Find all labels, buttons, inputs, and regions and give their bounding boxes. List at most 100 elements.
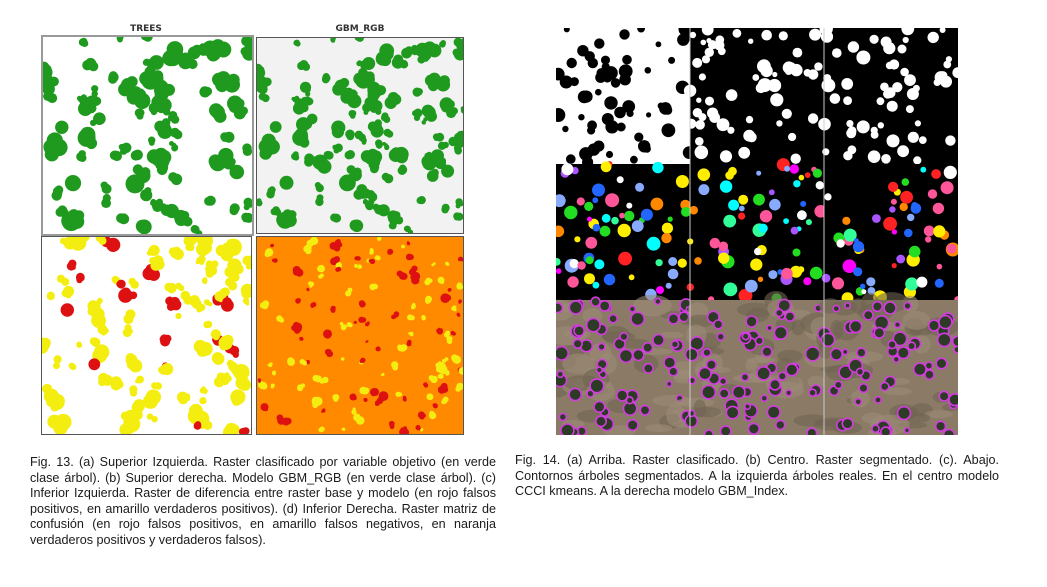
ground-texture xyxy=(659,331,684,339)
tree-crown xyxy=(345,129,355,141)
tree-crown xyxy=(416,196,426,205)
tree-crown xyxy=(432,132,445,142)
tree-class-pixel xyxy=(661,123,676,138)
segment xyxy=(853,267,863,277)
tree-class-pixel xyxy=(902,36,909,44)
confusion-patch xyxy=(374,255,381,261)
tree-crown xyxy=(356,184,372,199)
tree-crown xyxy=(339,174,356,192)
tree-class-pixel xyxy=(748,38,754,44)
tree-class-pixel xyxy=(867,150,881,163)
segment xyxy=(753,193,765,206)
tree-contour xyxy=(716,332,725,342)
difference-patch xyxy=(123,309,136,325)
tree-crown xyxy=(354,38,364,42)
confusion-patch xyxy=(445,261,450,266)
segment xyxy=(890,198,897,205)
segment xyxy=(872,214,881,223)
confusion-patch xyxy=(282,417,292,426)
tree-class-pixel xyxy=(701,55,711,64)
segment xyxy=(650,197,664,211)
segment xyxy=(592,183,605,197)
tree-class-pixel xyxy=(701,28,714,36)
difference-patch xyxy=(116,279,126,289)
confusion-patch xyxy=(411,302,416,310)
tree-class-pixel xyxy=(643,145,651,153)
confusion-patch xyxy=(317,264,325,273)
tree-class-pixel xyxy=(698,73,706,81)
difference-patch xyxy=(245,260,251,270)
tree-crown xyxy=(340,86,354,104)
segment xyxy=(936,263,943,270)
confusion-patch xyxy=(353,320,357,324)
tree-crown xyxy=(388,220,397,230)
difference-patch xyxy=(183,237,199,247)
fig13-caption: Fig. 13. (a) Superior Izquierda. Raster … xyxy=(30,455,496,547)
tree-class-pixel xyxy=(823,74,832,83)
tree-contour xyxy=(718,387,730,399)
tree-class-pixel xyxy=(821,78,836,93)
segment xyxy=(757,276,764,282)
segment xyxy=(888,181,899,192)
tree-crown xyxy=(375,139,383,149)
tree-contour xyxy=(829,347,844,361)
tree-class-pixel xyxy=(602,72,613,83)
difference-patch xyxy=(164,282,177,294)
tree-class-pixel xyxy=(897,44,907,54)
confusion-patch xyxy=(349,393,357,401)
tree-class-pixel xyxy=(790,153,801,164)
confusion-patch xyxy=(318,426,325,433)
tree-crown xyxy=(169,141,179,152)
tree-class-pixel xyxy=(655,41,662,48)
tree-crown xyxy=(455,198,463,209)
segment xyxy=(920,166,927,173)
tree-crown xyxy=(222,156,245,180)
tree-contour xyxy=(948,393,958,407)
difference-patch xyxy=(205,260,219,274)
confusion-patch xyxy=(424,277,433,286)
confusion-patch xyxy=(363,397,368,402)
tree-class-pixel xyxy=(869,34,879,44)
confusion-patch xyxy=(270,243,274,248)
tree-crown xyxy=(426,168,439,182)
tree-class-pixel xyxy=(686,118,697,129)
panel-a-trees-raster xyxy=(41,35,254,236)
tree-contour xyxy=(590,296,601,308)
tree-crown xyxy=(258,92,270,103)
tree-crown xyxy=(412,108,423,121)
tree-crown xyxy=(134,108,145,120)
segment xyxy=(619,212,625,219)
tree-contour xyxy=(626,419,639,432)
tree-contour xyxy=(832,304,841,313)
tree-crown xyxy=(331,120,346,139)
tree-class-pixel xyxy=(952,67,958,79)
tree-crown xyxy=(229,203,240,216)
segment xyxy=(923,225,935,237)
tree-crown xyxy=(403,225,414,233)
tree-crown xyxy=(135,219,152,234)
difference-patch xyxy=(235,375,251,391)
confusion-patch xyxy=(440,293,452,303)
segment xyxy=(640,208,653,221)
difference-patch xyxy=(199,397,207,405)
tree-crown xyxy=(140,37,153,42)
tree-class-pixel xyxy=(689,31,697,39)
segment xyxy=(728,199,740,211)
segment xyxy=(592,197,599,204)
segment xyxy=(585,236,598,249)
confusion-patch xyxy=(319,376,329,384)
tree-crown xyxy=(332,77,350,96)
confusion-patch xyxy=(423,382,429,388)
difference-patch xyxy=(66,259,77,271)
confusion-patch xyxy=(260,403,269,412)
tree-crown xyxy=(86,95,97,108)
segment xyxy=(587,216,592,222)
tree-crown xyxy=(368,150,383,166)
fig14-image-grid xyxy=(556,28,958,435)
segment xyxy=(738,194,749,205)
tree-contour xyxy=(808,388,817,398)
gbm-rgb-raster-image xyxy=(257,38,463,233)
tree-class-pixel xyxy=(605,120,619,134)
difference-patch xyxy=(189,295,202,309)
difference-patch xyxy=(59,237,77,250)
